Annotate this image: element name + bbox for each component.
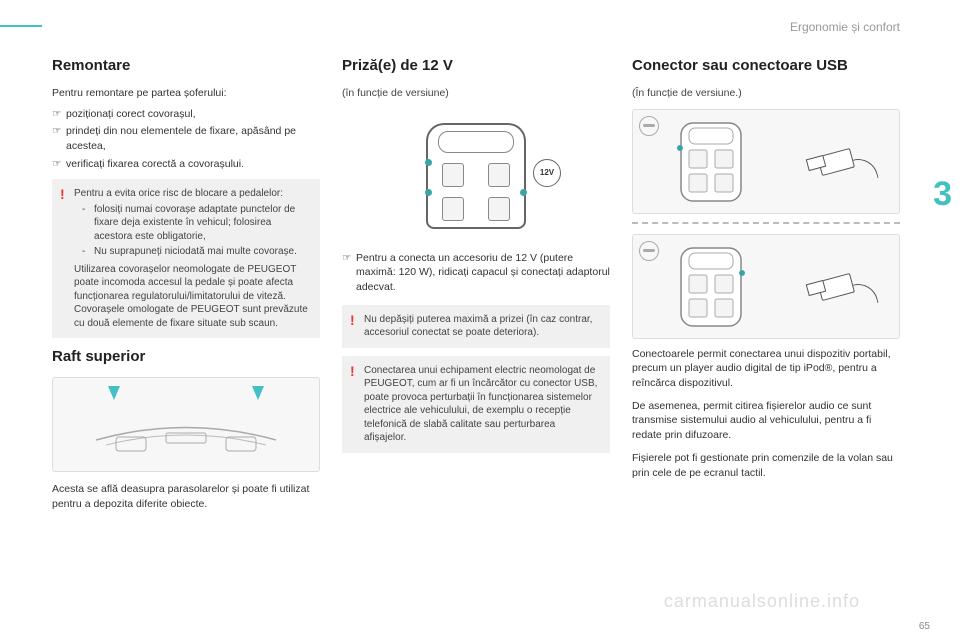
car-windshield <box>438 131 514 153</box>
badge-12v-label: 12V <box>540 167 554 178</box>
column-2: Priză(e) de 12 V (în funcție de versiune… <box>342 55 610 615</box>
warning-power-box: ! Nu depășiți puterea maximă a prizei (î… <box>342 305 610 348</box>
seat-icon <box>442 163 464 187</box>
figure-usb-right-drive <box>632 234 900 339</box>
seat-icon <box>488 197 510 221</box>
figure-shelf <box>52 377 320 472</box>
badge-12v: 12V <box>533 159 561 187</box>
arrow-down-icon <box>108 386 120 400</box>
step-text: prindeți din nou elementele de fixare, a… <box>66 124 320 153</box>
figure-12v-vehicle: 12V <box>386 111 566 241</box>
step-text: verificați fixarea corectă a covorașului… <box>66 157 320 172</box>
heading-usb: Conector sau conectoare USB <box>632 55 900 76</box>
seat-icon <box>488 163 510 187</box>
chapter-number: 3 <box>933 175 952 214</box>
socket-dot-icon <box>425 159 432 166</box>
steering-wheel-icon <box>639 241 659 261</box>
warning-pedal-box: ! Pentru a evita orice risc de blocare a… <box>52 179 320 338</box>
pointer-icon: ☞ <box>342 251 356 295</box>
heading-shelf: Raft superior <box>52 346 320 367</box>
instruction-text: Pentru a conecta un accesoriu de 12 V (p… <box>356 251 610 295</box>
subtitle-12v: (în funcție de versiune) <box>342 86 610 101</box>
step-item: ☞ poziționați corect covorașul, <box>52 107 320 122</box>
dashboard-sketch <box>86 395 286 455</box>
remount-steps: ☞ poziționați corect covorașul, ☞ prinde… <box>52 107 320 172</box>
subtitle-usb: (În funcție de versiune.) <box>632 86 900 101</box>
heading-12v: Priză(e) de 12 V <box>342 55 610 76</box>
content-columns: Remontare Pentru remontare pe partea șof… <box>52 55 900 615</box>
warning-text: Nu depășiți puterea maximă a prizei (în … <box>364 313 600 340</box>
instruction-item: ☞ Pentru a conecta un accesoriu de 12 V … <box>342 251 610 295</box>
step-text: poziționați corect covorașul, <box>66 107 320 122</box>
dash-item: - Nu suprapuneți niciodată mai multe cov… <box>82 245 310 259</box>
dash-bullet: - <box>82 245 94 259</box>
header-category: Ergonomie și confort <box>790 20 900 34</box>
dashed-divider <box>632 222 900 224</box>
dash-item: - folosiți numai covorașe adaptate punct… <box>82 203 310 244</box>
mini-car-outline <box>661 118 761 208</box>
mini-car-outline <box>661 243 761 333</box>
seat-icon <box>442 197 464 221</box>
top-accent-bar <box>0 25 42 27</box>
pointer-icon: ☞ <box>52 124 66 153</box>
column-3: Conector sau conectoare USB (În funcție … <box>632 55 900 615</box>
warning-equipment-box: ! Conectarea unui echipament electric ne… <box>342 356 610 453</box>
steering-wheel-icon <box>639 116 659 136</box>
arrow-down-icon <box>252 386 264 400</box>
heading-remontare: Remontare <box>52 55 320 76</box>
dash-bullet: - <box>82 203 94 244</box>
dash-text: folosiți numai covorașe adaptate punctel… <box>94 203 310 244</box>
socket-dot-icon <box>520 189 527 196</box>
warning-line: Pentru a evita orice risc de blocare a p… <box>74 187 310 201</box>
warning-icon: ! <box>350 313 364 340</box>
step-item: ☞ verificați fixarea corectă a covorașul… <box>52 157 320 172</box>
dash-text: Nu suprapuneți niciodată mai multe covor… <box>94 245 297 259</box>
warning-icon: ! <box>60 187 74 330</box>
usb-p1: Conectoarele permit conectarea unui disp… <box>632 347 900 391</box>
warning-text: Pentru a evita orice risc de blocare a p… <box>74 187 310 330</box>
usb-p3: Fișierele pot fi gestionate prin comenzi… <box>632 451 900 480</box>
usb-p2: De asemenea, permit citirea fișierelor a… <box>632 399 900 443</box>
usb-plug-icon <box>801 140 881 184</box>
shelf-caption: Acesta se află deasupra parasolarelor și… <box>52 482 320 511</box>
pointer-icon: ☞ <box>52 107 66 122</box>
pointer-icon: ☞ <box>52 157 66 172</box>
shelf-illustration <box>52 377 320 472</box>
socket-dot-icon <box>425 189 432 196</box>
warning-text: Conectarea unui echipament electric neom… <box>364 364 600 445</box>
remount-intro: Pentru remontare pe partea șoferului: <box>52 86 320 101</box>
warning-icon: ! <box>350 364 364 445</box>
figure-usb-left-drive <box>632 109 900 214</box>
car-outline <box>426 123 526 229</box>
usb-plug-icon <box>801 265 881 309</box>
page-number: 65 <box>919 621 930 632</box>
warning-line: Utilizarea covorașelor neomologate de PE… <box>74 263 310 331</box>
column-1: Remontare Pentru remontare pe partea șof… <box>52 55 320 615</box>
step-item: ☞ prindeți din nou elementele de fixare,… <box>52 124 320 153</box>
